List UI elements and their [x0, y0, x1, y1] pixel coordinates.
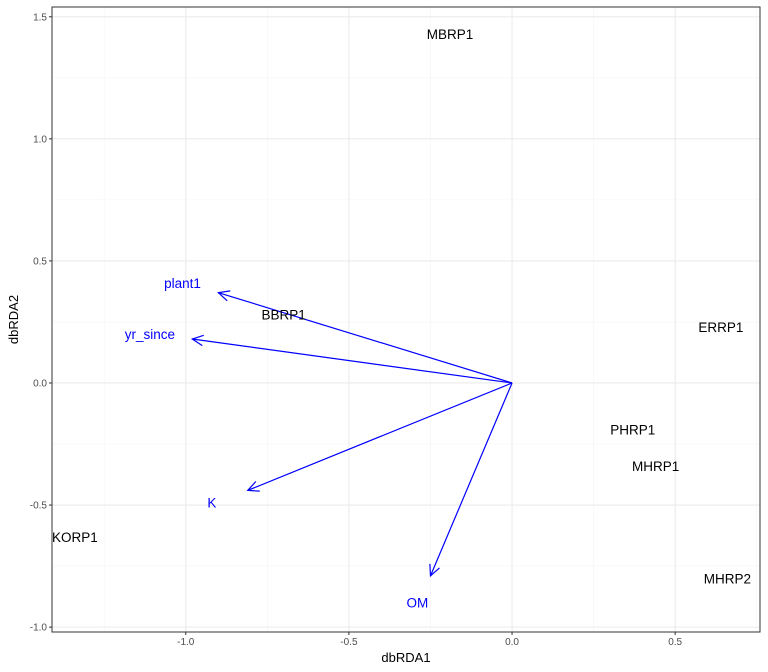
site-label: BBRP1 [262, 308, 306, 323]
y-axis-ticks: -1.0 -0.5 0.0 0.5 1.0 1.5 [30, 12, 52, 634]
vector-label: OM [407, 596, 429, 611]
site-label: ERRP1 [698, 320, 743, 335]
vector-arrowhead [429, 563, 440, 578]
x-tick-label: 0.0 [505, 637, 519, 648]
vector-arrowhead [246, 481, 260, 492]
vector-line [192, 338, 513, 384]
site-label: KORP1 [52, 530, 98, 545]
vector-arrowhead [190, 334, 204, 347]
y-tick-label: 1.0 [33, 134, 47, 145]
x-tick-label: -1.0 [177, 637, 195, 648]
vector-label: K [207, 496, 216, 511]
vector-line [429, 382, 513, 577]
site-label: MBRP1 [427, 27, 474, 42]
vector-label: plant1 [164, 276, 201, 291]
site-label: MHRP1 [632, 459, 679, 474]
vector-line [218, 292, 513, 384]
x-tick-label: -0.5 [340, 637, 358, 648]
grid-minor [52, 7, 760, 632]
panel-border [51, 6, 761, 633]
y-tick-label: -1.0 [30, 623, 48, 634]
y-tick-label: 0.5 [33, 256, 47, 267]
site-label: PHRP1 [610, 422, 655, 437]
grid-major [52, 7, 760, 632]
vector-line [247, 382, 513, 491]
y-tick-label: -0.5 [30, 501, 48, 512]
y-axis-title: dbRDA2 [6, 295, 21, 344]
site-label: MHRP2 [704, 571, 751, 586]
site-labels: MBRP1 BBRP1 ERRP1 PHRP1 MHRP1 KORP1 MHRP2 [52, 27, 751, 586]
x-axis-title: dbRDA1 [381, 650, 430, 665]
y-tick-label: 1.5 [33, 12, 47, 23]
vector-label: yr_since [125, 327, 175, 342]
x-axis-ticks: -1.0 -0.5 0.0 0.5 [177, 632, 683, 648]
y-tick-label: 0.0 [33, 378, 47, 389]
vector-arrowhead [217, 290, 231, 302]
x-tick-label: 0.5 [668, 637, 682, 648]
vector-arrows: plant1 yr_since K OM [125, 276, 513, 611]
